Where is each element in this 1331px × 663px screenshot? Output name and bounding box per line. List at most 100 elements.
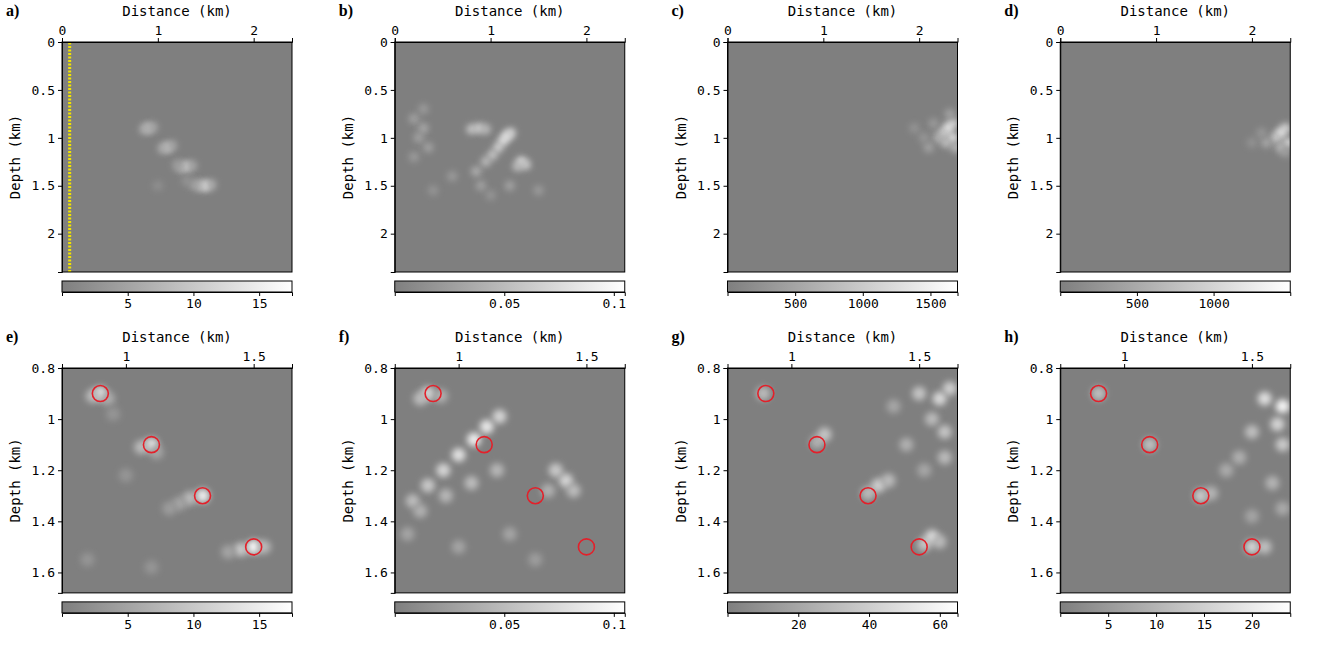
tick-label: 1.2 <box>364 463 387 478</box>
cell <box>951 142 958 152</box>
colorbar-axis: 50010001500 <box>728 292 958 311</box>
tick-label: 0 <box>1057 23 1065 38</box>
tick-mark <box>254 38 255 42</box>
tick-label: 1 <box>1121 349 1129 364</box>
tick-label: 1500 <box>915 296 946 311</box>
tick: 0.8 <box>32 361 62 376</box>
tick: 2 <box>713 226 728 241</box>
tick: 1 <box>455 349 463 368</box>
source-marker <box>911 539 927 555</box>
heatmap-cells <box>409 104 544 200</box>
tick-label: 0 <box>1045 35 1053 50</box>
tick-label: 1 <box>713 130 721 145</box>
tick: 2 <box>380 226 395 241</box>
colorbar-axis: 51015 <box>63 613 293 632</box>
tick-label: 2 <box>250 23 258 38</box>
tick-label: 15 <box>252 296 268 311</box>
tick: 0.05 <box>489 613 520 632</box>
source-marker <box>1244 539 1260 555</box>
heatmap-cells <box>1247 123 1290 157</box>
tick: 1 <box>380 130 395 145</box>
tick: 0 <box>59 23 67 42</box>
tick: 1 <box>380 412 395 427</box>
cell <box>139 124 149 134</box>
tick-label: 0.1 <box>603 617 626 632</box>
y-axis-title: Depth (km) <box>673 438 689 522</box>
tick-mark <box>724 470 728 471</box>
axis-line <box>1061 364 1291 369</box>
tick: 0.5 <box>1030 83 1060 98</box>
cell <box>1271 133 1281 143</box>
tick-label: 1 <box>47 412 55 427</box>
panel: 11.50.811.21.41.6Distance (km)Depth (km)… <box>339 328 626 632</box>
y-axis-title: Depth (km) <box>340 438 356 522</box>
tick: 15 <box>1197 613 1213 632</box>
plot-frame <box>1060 368 1290 593</box>
cell <box>945 109 955 119</box>
cell <box>207 180 217 190</box>
axis: 0.811.21.41.6 <box>32 361 63 594</box>
cell <box>1232 450 1246 464</box>
heatmap-cells <box>401 386 595 567</box>
tick-label: 0.05 <box>489 617 520 632</box>
tick: 1.5 <box>1030 178 1060 193</box>
tick-label: 2 <box>916 23 924 38</box>
tick-mark <box>724 42 728 43</box>
colorbar <box>395 602 625 613</box>
tick-mark <box>491 38 492 42</box>
tick-label: 500 <box>1126 296 1149 311</box>
tick-label: 1.4 <box>1030 514 1054 529</box>
cell <box>1270 417 1284 431</box>
tick-mark <box>586 38 587 42</box>
tick-label: 1.2 <box>32 463 55 478</box>
tick-mark <box>58 234 62 235</box>
panel-label: e) <box>6 328 18 346</box>
tick-mark <box>1056 234 1060 235</box>
cell <box>1276 502 1290 516</box>
axis-line <box>63 364 293 369</box>
tick-label: 1.5 <box>32 178 55 193</box>
cell <box>505 181 515 191</box>
axis: 012 <box>59 23 293 43</box>
cell <box>1245 509 1259 523</box>
cell <box>909 123 919 133</box>
cell <box>452 448 466 462</box>
tick-label: 1 <box>1045 412 1053 427</box>
cell <box>409 114 419 124</box>
axis-line <box>1061 293 1291 297</box>
cell <box>486 190 496 200</box>
tick: 20 <box>1245 613 1261 632</box>
tick-label: 1.2 <box>697 463 720 478</box>
tick-mark <box>919 364 920 368</box>
tick: 1.2 <box>364 463 394 478</box>
tick: 1.2 <box>1030 463 1060 478</box>
tick: 1.5 <box>242 349 265 368</box>
tick-label: 5 <box>1105 617 1113 632</box>
cell <box>503 527 517 541</box>
tick-label: 10 <box>186 617 202 632</box>
axis: 11.5 <box>395 349 625 369</box>
y-axis-title: Depth (km) <box>7 115 23 199</box>
cell <box>423 142 433 152</box>
tick-label: 1.6 <box>1030 565 1053 580</box>
tick-label: 2 <box>713 226 721 241</box>
tick: 1.5 <box>364 178 394 193</box>
tick-mark <box>391 572 395 573</box>
plot-background <box>62 42 292 272</box>
tick-label: 0.8 <box>32 361 55 376</box>
source-marker <box>809 437 825 453</box>
tick-label: 20 <box>791 617 807 632</box>
x-axis-title: Distance (km) <box>788 329 898 345</box>
tick-label: 1 <box>487 23 495 38</box>
tick: 1.6 <box>697 565 727 580</box>
tick: 1.4 <box>1030 514 1060 529</box>
tick-mark <box>62 38 63 42</box>
axis-line <box>395 38 625 43</box>
axis: 11.5 <box>728 349 958 369</box>
tick-mark <box>126 364 127 368</box>
tick-mark <box>1056 572 1060 573</box>
tick: 1 <box>47 130 62 145</box>
panel-label: a) <box>6 2 19 20</box>
tick-mark <box>1156 38 1157 42</box>
cell <box>172 160 182 170</box>
